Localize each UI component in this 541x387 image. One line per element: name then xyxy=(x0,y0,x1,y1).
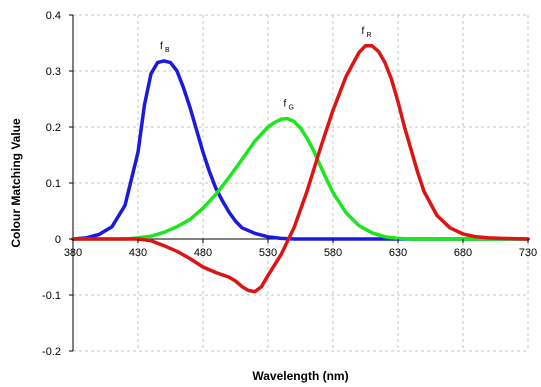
series-label-main: f xyxy=(362,26,365,37)
series-line-r xyxy=(71,44,530,294)
y-tick-label: -0.1 xyxy=(42,290,61,302)
series-label-main: f xyxy=(160,41,163,52)
x-tick-label: 630 xyxy=(389,247,407,259)
series-label-main: f xyxy=(284,99,287,110)
y-tick-label: 0.4 xyxy=(46,10,61,22)
x-tick-label: 480 xyxy=(194,247,212,259)
tick-labels: 380 430 480 530 580 630 680 730 -0.2 -0.1 0 0.1 0.2 0… xyxy=(42,10,537,358)
x-tick-label: 380 xyxy=(64,247,82,259)
series-label-sub: R xyxy=(367,32,372,39)
series-lines xyxy=(71,44,530,294)
y-axis-title: Colour Matching Value xyxy=(9,118,23,248)
series-label-sub: G xyxy=(289,105,294,112)
x-axis-title: Wavelength (nm) xyxy=(252,369,348,383)
x-tick-label: 580 xyxy=(324,247,342,259)
x-tick-label: 730 xyxy=(519,247,537,259)
series-line-b xyxy=(71,59,530,241)
y-tick-label: 0.3 xyxy=(46,66,61,78)
y-tick-label: 0 xyxy=(55,234,61,246)
grid-lines xyxy=(72,14,529,352)
x-tick-label: 680 xyxy=(454,247,472,259)
series-labels: f Bf Gf R xyxy=(160,26,372,112)
series-line-g xyxy=(71,116,530,241)
series-label-sub: B xyxy=(165,47,170,54)
x-tick-label: 430 xyxy=(129,247,147,259)
y-tick-label: -0.2 xyxy=(42,346,61,358)
x-tick-label: 530 xyxy=(259,247,277,259)
y-tick-label: 0.1 xyxy=(46,178,61,190)
y-tick-label: 0.2 xyxy=(46,122,61,134)
